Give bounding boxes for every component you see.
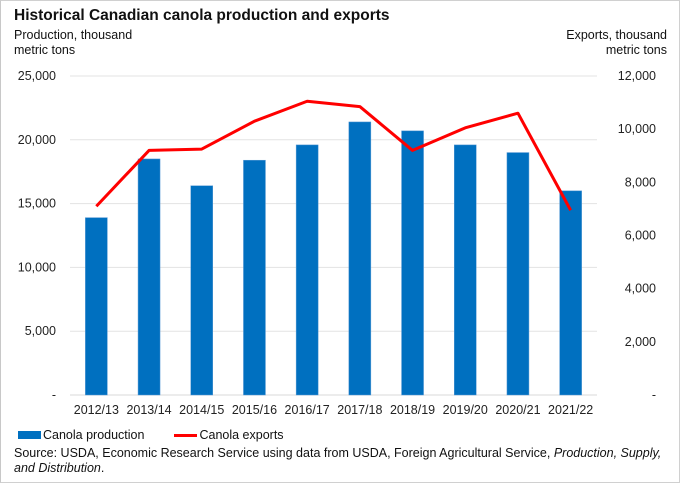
y-axis-right-label-text: Exports, thousand metric tons — [566, 28, 667, 57]
x-tick-label: 2012/13 — [74, 403, 119, 417]
x-tick-label: 2015/16 — [232, 403, 277, 417]
y-tick-left: - — [52, 388, 56, 402]
bar-production — [190, 185, 213, 396]
legend-swatch-production — [18, 431, 41, 439]
legend: Canola production Canola exports — [18, 428, 314, 442]
x-tick-label: 2020/21 — [495, 403, 540, 417]
bar-production — [506, 152, 530, 396]
line-exports — [95, 99, 572, 211]
source-suffix: . — [100, 461, 105, 475]
y-tick-right: - — [652, 388, 656, 402]
source-prefix: Source: USDA, Economic Research Service … — [14, 446, 554, 460]
legend-label-exports: Canola exports — [199, 428, 284, 442]
y-tick-right: 6,000 — [625, 229, 656, 243]
y-tick-right: 10,000 — [618, 122, 656, 136]
x-tick-label: 2021/22 — [548, 403, 593, 417]
y-tick-left: 5,000 — [25, 324, 56, 338]
source-italic: Production, Supply, and Distribution — [14, 446, 662, 475]
y-tick-left: 20,000 — [18, 133, 56, 147]
x-tick-label: 2019/20 — [443, 403, 488, 417]
legend-item-exports: Canola exports — [174, 428, 284, 442]
y-tick-right: 12,000 — [618, 69, 656, 83]
bar-production — [243, 159, 266, 396]
x-tick-label: 2018/19 — [390, 403, 435, 417]
y-tick-right: 8,000 — [625, 175, 656, 189]
y-axis-left-label: Production, thousand metric tons — [14, 28, 132, 58]
bar-production — [454, 144, 477, 396]
legend-label-production: Canola production — [43, 428, 145, 442]
y-tick-left: 25,000 — [18, 69, 56, 83]
bar-production — [348, 121, 372, 396]
bar-production — [401, 130, 424, 396]
bar-production — [295, 144, 319, 396]
x-tick-label: 2017/18 — [337, 403, 382, 417]
legend-item-production: Canola production — [18, 428, 144, 442]
y-axis-right-label: Exports, thousand metric tons — [566, 28, 667, 58]
y-tick-right: 2,000 — [625, 335, 656, 349]
y-axis-left-label-text: Production, thousand metric tons — [14, 28, 133, 57]
bar-production — [137, 158, 161, 396]
legend-swatch-exports — [174, 433, 198, 437]
chart-title: Historical Canadian canola production an… — [14, 7, 390, 24]
x-tick-label: 2013/14 — [126, 403, 171, 417]
bar-production — [85, 217, 108, 396]
y-tick-left: 10,000 — [18, 260, 56, 274]
x-tick-label: 2014/15 — [179, 403, 224, 417]
bar-production — [559, 190, 582, 396]
source-note: Source: USDA, Economic Research Service … — [14, 446, 664, 476]
x-tick-label: 2016/17 — [285, 403, 330, 417]
y-tick-left: 15,000 — [18, 197, 56, 211]
y-tick-right: 4,000 — [625, 282, 656, 296]
